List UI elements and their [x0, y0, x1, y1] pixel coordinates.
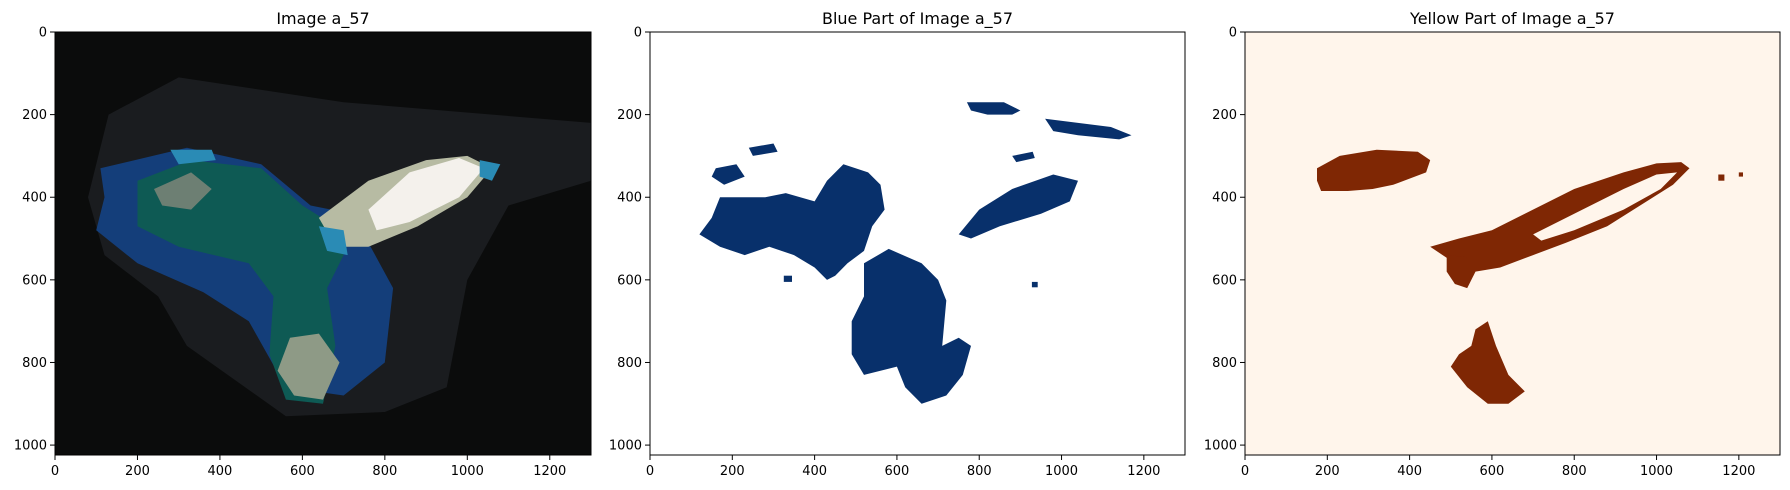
x-tick-label: 0: [51, 464, 59, 479]
panel-2: Blue Part of Image a_57 0 200 400 600 800 1000…: [609, 9, 1186, 479]
y-tick-label: 200: [1212, 108, 1237, 123]
x-tick-label: 1000: [1640, 464, 1673, 479]
y-tick-label: 0: [39, 26, 47, 41]
x-tick-label: 0: [646, 464, 654, 479]
x-tick-label: 400: [802, 464, 827, 479]
y-tick-label: 600: [22, 273, 47, 288]
x-tick-label: 800: [372, 464, 397, 479]
region-wing-hole: [1533, 172, 1678, 241]
region-dot-a: [783, 275, 792, 282]
panel-1: Image a_57 0 200 400 600 800 1000 1200 0 200 400 60…: [14, 9, 592, 479]
region-top-speck: [748, 143, 778, 156]
y-tick-label: 800: [1212, 356, 1237, 371]
region-upper-right: [1045, 118, 1132, 140]
region-wing-band: [958, 174, 1078, 239]
y-tick-label: 600: [1212, 273, 1237, 288]
x-tick-label: 400: [208, 464, 233, 479]
axes-frame: [54, 31, 592, 456]
region-speck-1: [1718, 174, 1725, 181]
x-tick-label: 800: [1562, 464, 1587, 479]
y-tick-label: 0: [634, 26, 642, 41]
x-tick-label: 1200: [1127, 464, 1160, 479]
region-speck-2: [1738, 172, 1743, 177]
x-tick-label: 1200: [533, 464, 566, 479]
y-tick-label: 1000: [14, 439, 47, 454]
y-tick-label: 800: [22, 356, 47, 371]
x-tick-label: 200: [720, 464, 745, 479]
y-tick-label: 600: [617, 273, 642, 288]
x-tick-label: 0: [1241, 464, 1249, 479]
x-tick-label: 600: [290, 464, 315, 479]
y-tick-label: 0: [1229, 26, 1237, 41]
region-wing-white: [368, 158, 484, 231]
x-tick-label: 200: [1315, 464, 1340, 479]
region-left-blob: [1317, 149, 1431, 191]
axes-frame: [1244, 31, 1781, 456]
region-dot-b: [1031, 281, 1038, 288]
region-gray-patch: [154, 172, 212, 210]
region-mid-speck: [1012, 151, 1035, 163]
region-left-small: [711, 164, 745, 185]
x-tick-label: 1000: [451, 464, 484, 479]
y-tick-label: 1000: [609, 439, 642, 454]
region-cyan-shoulder: [318, 226, 348, 256]
x-tick-label: 800: [967, 464, 992, 479]
y-tick-label: 1000: [1204, 439, 1237, 454]
axes-frame: [649, 31, 1186, 456]
y-tick-label: 800: [617, 356, 642, 371]
region-upper-middle: [966, 102, 1021, 115]
y-tick-label: 400: [22, 191, 47, 206]
region-lower-blob: [1450, 321, 1525, 404]
region-drip: [1446, 255, 1476, 289]
x-tick-label: 600: [885, 464, 910, 479]
region-left-mass: [699, 164, 885, 280]
chart-title: Image a_57: [276, 9, 369, 29]
region-cyan-tip: [479, 160, 501, 181]
region-tan-lower: [277, 333, 340, 400]
region-cyan-top: [170, 149, 216, 165]
chart-title: Yellow Part of Image a_57: [1409, 9, 1615, 29]
y-tick-label: 200: [617, 108, 642, 123]
chart-title: Blue Part of Image a_57: [822, 9, 1013, 29]
region-center-mass: [851, 248, 971, 404]
x-tick-label: 600: [1480, 464, 1505, 479]
y-tick-label: 400: [1212, 191, 1237, 206]
y-tick-label: 200: [22, 108, 47, 123]
x-tick-label: 1200: [1722, 464, 1755, 479]
x-tick-label: 400: [1397, 464, 1422, 479]
y-tick-label: 400: [617, 191, 642, 206]
panel-3: Yellow Part of Image a_57 0 200 400 600 800 10…: [1204, 9, 1781, 479]
x-tick-label: 200: [125, 464, 150, 479]
x-tick-label: 1000: [1045, 464, 1078, 479]
